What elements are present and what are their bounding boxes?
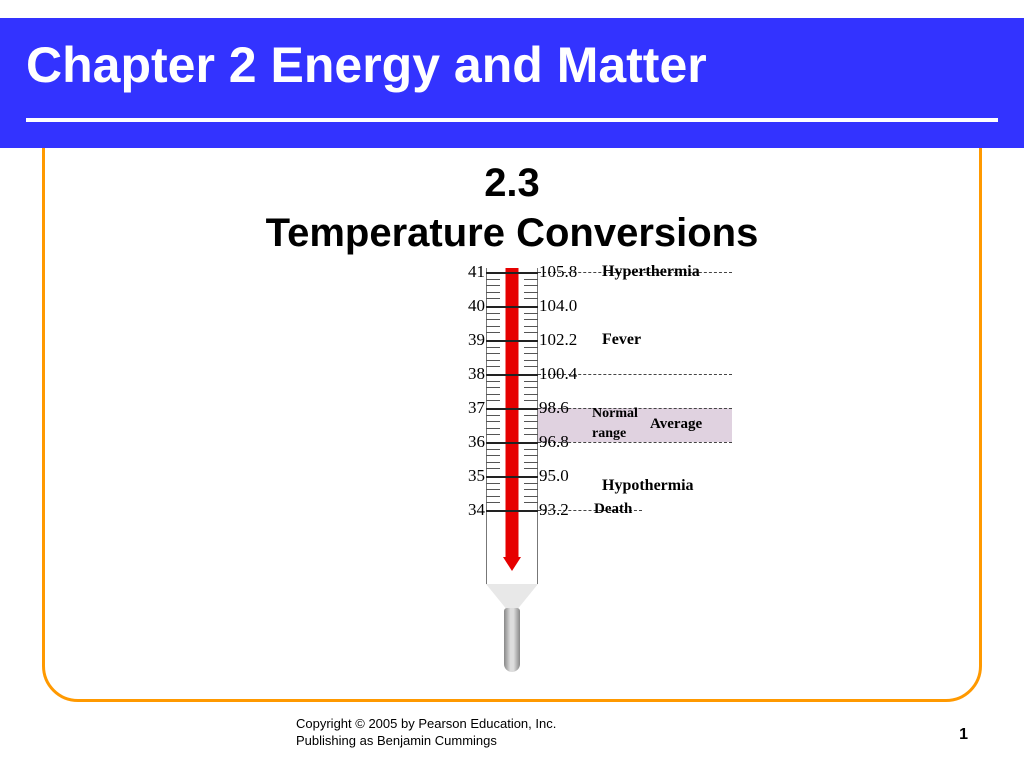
copyright-line-1: Copyright © 2005 by Pearson Education, I…	[296, 716, 556, 733]
copyright-line-2: Publishing as Benjamin Cummings	[296, 733, 556, 750]
minor-ticks	[486, 308, 500, 338]
range-label: Death	[594, 501, 632, 518]
range-label: Hypothermia	[602, 477, 694, 495]
fahrenheit-value: 100.4	[539, 364, 591, 384]
celsius-value: 41	[435, 262, 485, 282]
thermometer-mercury	[506, 268, 519, 558]
minor-ticks	[486, 274, 500, 304]
range-label: range	[592, 426, 626, 442]
minor-ticks	[524, 342, 538, 372]
minor-ticks	[524, 444, 538, 474]
minor-ticks	[486, 478, 500, 508]
thermometer-bulb	[504, 608, 520, 672]
range-label: Average	[650, 416, 702, 433]
celsius-value: 34	[435, 500, 485, 520]
header-band: Chapter 2 Energy and Matter	[0, 18, 1024, 148]
fahrenheit-value: 96.8	[539, 432, 591, 452]
header-rule	[26, 118, 998, 122]
minor-ticks	[524, 478, 538, 508]
celsius-value: 39	[435, 330, 485, 350]
chapter-title: Chapter 2 Energy and Matter	[0, 18, 1024, 94]
minor-ticks	[486, 342, 500, 372]
section-heading: 2.3 Temperature Conversions	[0, 158, 1024, 258]
copyright-notice: Copyright © 2005 by Pearson Education, I…	[296, 716, 556, 750]
section-title: Temperature Conversions	[0, 208, 1024, 258]
minor-ticks	[524, 410, 538, 440]
range-label: Fever	[602, 331, 641, 349]
tick-major	[486, 510, 538, 512]
fahrenheit-value: 93.2	[539, 500, 591, 520]
minor-ticks	[524, 308, 538, 338]
range-label: Hyperthermia	[602, 263, 700, 281]
minor-ticks	[486, 410, 500, 440]
celsius-value: 37	[435, 398, 485, 418]
celsius-value: 35	[435, 466, 485, 486]
minor-ticks	[524, 274, 538, 304]
fahrenheit-value: 98.6	[539, 398, 591, 418]
page-number: 1	[959, 726, 968, 744]
fahrenheit-value: 105.8	[539, 262, 591, 282]
minor-ticks	[486, 444, 500, 474]
fahrenheit-value: 102.2	[539, 330, 591, 350]
fahrenheit-value: 104.0	[539, 296, 591, 316]
fahrenheit-value: 95.0	[539, 466, 591, 486]
thermometer-mercury-tip	[503, 557, 521, 571]
celsius-value: 38	[435, 364, 485, 384]
minor-ticks	[524, 376, 538, 406]
celsius-value: 40	[435, 296, 485, 316]
thermometer-diagram: 41105.840104.039102.238100.43798.63696.8…	[0, 268, 1024, 688]
minor-ticks	[486, 376, 500, 406]
range-label: Normal	[592, 406, 638, 422]
celsius-value: 36	[435, 432, 485, 452]
section-number: 2.3	[0, 158, 1024, 208]
